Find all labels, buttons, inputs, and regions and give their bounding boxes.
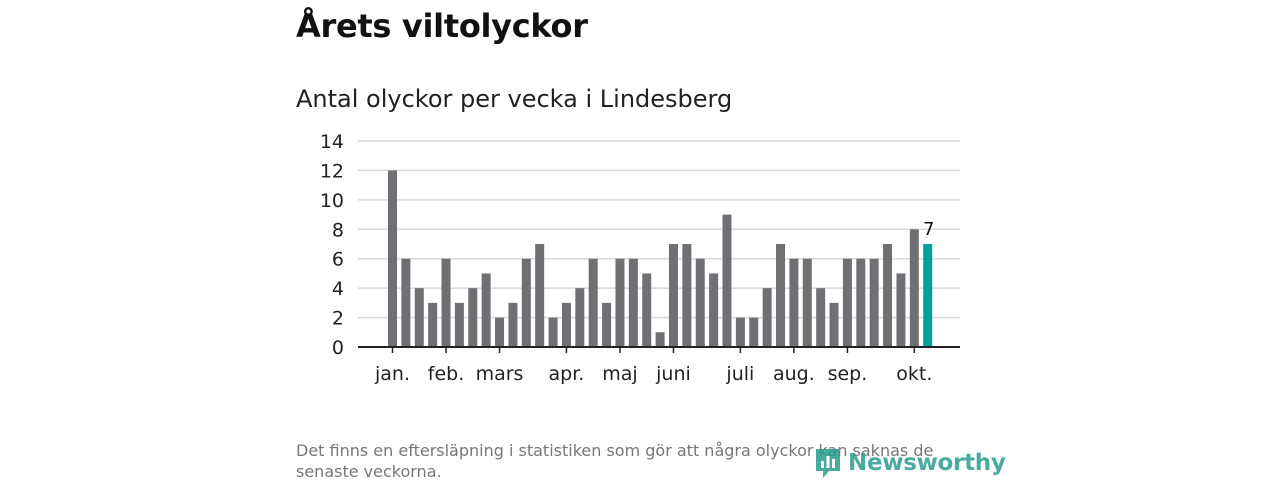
bar <box>896 273 906 347</box>
chart-subtitle: Antal olyckor per vecka i Lindesberg <box>296 85 733 113</box>
bar <box>668 244 678 347</box>
x-tick-label: mars <box>476 363 524 385</box>
bar <box>709 273 719 347</box>
bar <box>842 258 852 347</box>
x-tick-label: juni <box>655 363 691 385</box>
bar <box>414 288 424 347</box>
bar <box>856 258 866 347</box>
bar <box>401 258 411 347</box>
y-tick-label: 6 <box>332 249 344 271</box>
bar <box>735 317 745 347</box>
x-tick-label: juli <box>725 363 754 385</box>
newsworthy-logo: Newsworthy <box>814 446 1006 480</box>
headline: Årets viltolyckor <box>296 7 588 45</box>
bar-highlighted <box>923 244 933 347</box>
bar <box>615 258 625 347</box>
bar <box>521 258 531 347</box>
highlight-data-label: 7 <box>923 219 934 240</box>
x-tick-label: okt. <box>896 363 932 385</box>
bar <box>628 258 638 347</box>
bar <box>682 244 692 347</box>
bar <box>441 258 451 347</box>
bar <box>829 302 839 347</box>
x-tick-label: feb. <box>428 363 464 385</box>
y-tick-label: 8 <box>332 219 344 241</box>
y-tick-label: 4 <box>332 278 344 300</box>
x-tick-label: sep. <box>828 363 868 385</box>
bar <box>454 302 464 347</box>
footnote: Det finns en eftersläpning i statistiken… <box>296 441 934 481</box>
bar <box>909 229 919 347</box>
bar <box>869 258 879 347</box>
bar <box>428 302 438 347</box>
bar <box>642 273 652 347</box>
y-tick-label: 0 <box>332 337 344 359</box>
y-tick-label: 10 <box>320 190 344 212</box>
bar <box>561 302 571 347</box>
bar <box>789 258 799 347</box>
bar <box>655 332 665 347</box>
bar <box>602 302 612 347</box>
bar-chart: 0 2 4 6 8 10 12 14 jan. feb. mars apr. maj juni juli a… <box>320 131 960 385</box>
bar <box>388 170 397 347</box>
y-tick-label: 14 <box>320 131 344 153</box>
bar <box>481 273 491 347</box>
bar <box>722 214 732 347</box>
bar <box>468 288 478 347</box>
bar <box>749 317 759 347</box>
bar <box>816 288 826 347</box>
bar <box>883 244 893 347</box>
y-tick-label: 12 <box>320 160 344 182</box>
bar <box>762 288 772 347</box>
x-tick-label: aug. <box>773 363 815 385</box>
y-axis-ticks: 0 2 4 6 8 10 12 14 <box>320 131 344 359</box>
bar <box>535 244 545 347</box>
bars <box>388 170 933 347</box>
x-tick-label: apr. <box>549 363 585 385</box>
bar <box>802 258 812 347</box>
bar <box>776 244 786 347</box>
x-tick-label: maj <box>602 363 637 385</box>
newsworthy-logo-icon <box>816 449 840 478</box>
bar <box>508 302 518 347</box>
x-axis-ticks: jan. feb. mars apr. maj juni juli aug. sep. okt. <box>374 347 932 385</box>
y-tick-label: 2 <box>332 308 344 330</box>
newsworthy-logo-text: Newsworthy <box>848 450 1006 476</box>
bar <box>495 317 505 347</box>
x-tick-label: jan. <box>374 363 410 385</box>
bar <box>695 258 705 347</box>
bar <box>575 288 585 347</box>
bar <box>548 317 558 347</box>
bar <box>588 258 598 347</box>
